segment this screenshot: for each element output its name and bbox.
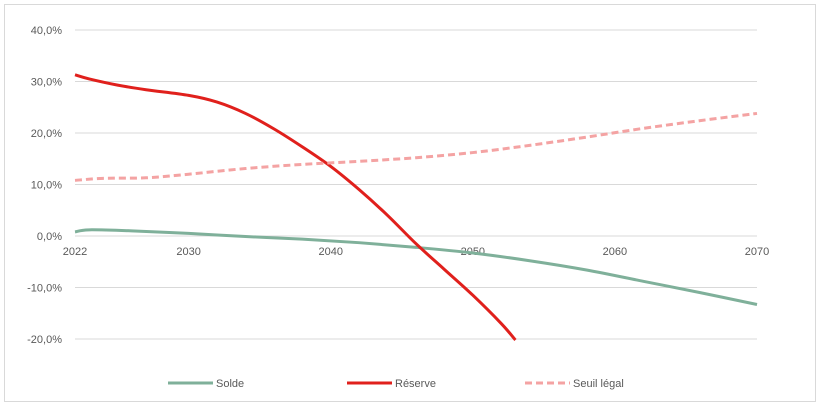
gridlines (75, 29, 757, 340)
y-tick-label: -10,0% (27, 283, 62, 295)
series-line-r-serve (74, 73, 517, 342)
x-tick-label: 2030 (176, 246, 200, 258)
series-line-seuil-l-gal (74, 111, 758, 182)
y-tick-label: 0,0% (37, 231, 62, 243)
series-line-solde (74, 228, 758, 306)
y-tick-label: 40,0% (31, 25, 62, 37)
x-tick-label: 2040 (319, 246, 343, 258)
chart-frame (4, 4, 816, 402)
legend-label: Solde (216, 378, 244, 390)
y-tick-label: -20,0% (27, 334, 62, 346)
y-tick-label: 10,0% (31, 180, 62, 192)
x-tick-label: 2060 (603, 246, 627, 258)
y-tick-label: 30,0% (31, 77, 62, 89)
legend: Solde Réserve Seuil légal (168, 378, 624, 390)
y-axis-ticks: 40,0% 30,0% 20,0% 10,0% 0,0% -10,0% -20,0% (27, 25, 62, 346)
x-tick-label: 2070 (745, 246, 769, 258)
legend-label: Seuil légal (573, 378, 624, 390)
series-lines (74, 73, 758, 342)
legend-label: Réserve (395, 378, 436, 390)
x-tick-label: 2022 (63, 246, 87, 258)
y-tick-label: 20,0% (31, 128, 62, 140)
